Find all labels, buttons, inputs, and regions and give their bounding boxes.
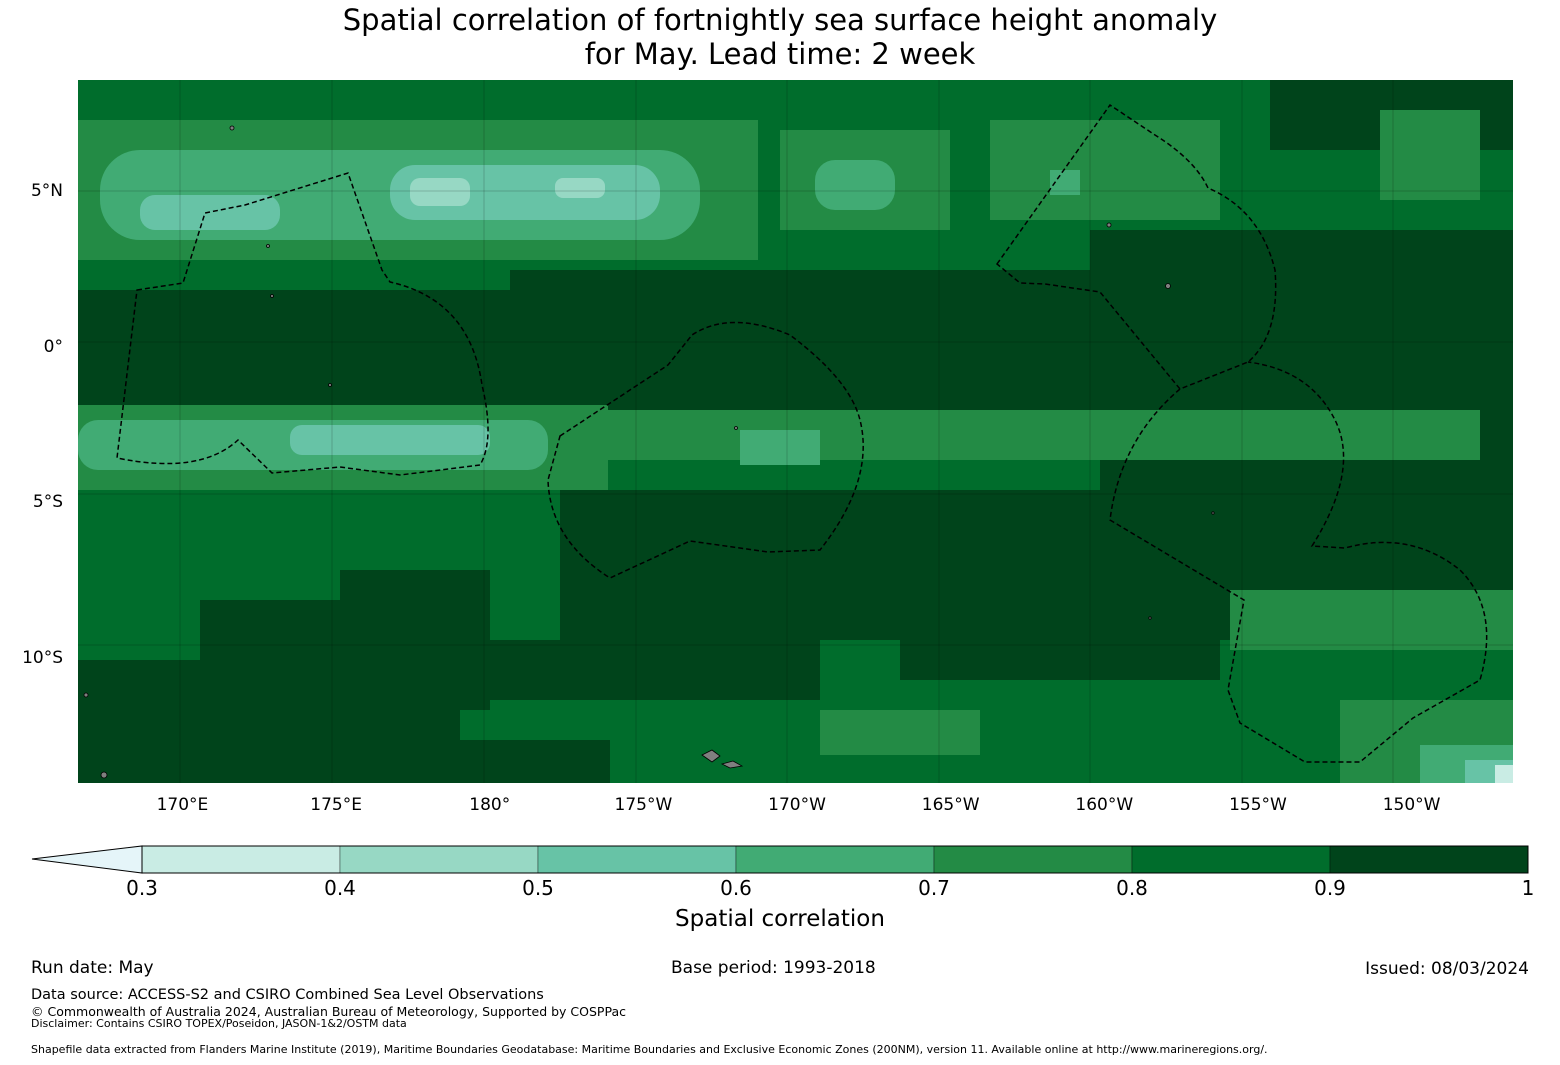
patch-south-west-0.5: [290, 425, 490, 455]
y-tick-label: 0°: [43, 336, 63, 357]
shapefile-credit: Shapefile data extracted from Flanders M…: [31, 1043, 1268, 1056]
dark-patch-south: [340, 570, 490, 710]
island-nw-1: [229, 125, 235, 131]
map-title-line-2: for May. Lead time: 2 week: [584, 37, 976, 71]
colorbar-label: Spatial correlation: [675, 906, 885, 932]
colorbar-bins: [141, 845, 1529, 874]
light-patch-southeast: [1230, 590, 1513, 650]
x-tick-label: 155°W: [1229, 795, 1287, 815]
x-tick-label: 160°W: [1075, 795, 1134, 815]
island-se-2: [1148, 616, 1152, 620]
light-patch-northeast-corner: [1380, 110, 1480, 200]
island-ne-2: [1106, 222, 1112, 228]
colorbar-tick-label: 0.4: [324, 876, 356, 900]
eez-boundary-central: [547, 321, 864, 579]
disclaimer: Disclaimer: Contains CSIRO TOPEX/Poseido…: [31, 1017, 407, 1030]
y-tick-label: 10°S: [22, 647, 63, 668]
y-tick-label: 5°N: [30, 180, 63, 201]
y-tick-label: 5°S: [32, 492, 63, 513]
colorbar-bin: [339, 845, 539, 874]
colorbar-bin: [1329, 845, 1529, 874]
patch-north-central-0.6: [815, 160, 895, 210]
dark-patch-south-central: [490, 640, 820, 700]
x-tick-label: 175°E: [310, 795, 362, 815]
x-tick-label: 175°W: [614, 795, 673, 815]
island-ne-1: [1165, 283, 1171, 289]
patch-north-0.4-a: [410, 178, 470, 206]
graticule: [78, 80, 1513, 783]
eez-boundaries: [116, 103, 1488, 763]
island-se-1: [1211, 511, 1215, 515]
colorbar-bin: [141, 845, 341, 874]
map-field: [78, 80, 1513, 783]
colorbar-bin: [537, 845, 737, 874]
island-w-1: [328, 383, 332, 387]
x-tick-label: 180°: [469, 795, 511, 815]
dark-patch-south-east: [900, 620, 1220, 680]
dark-patch-bottom: [260, 740, 610, 783]
base-period: Base period: 1993-2018: [671, 958, 876, 978]
dark-patch-far-southwest: [78, 660, 278, 783]
island-sw-2: [83, 692, 89, 698]
map-title-line-1: Spatial correlation of fortnightly sea s…: [342, 3, 1218, 37]
run-date: Run date: May: [31, 958, 154, 978]
island-c-1: [734, 426, 738, 430]
x-tick-label: 165°W: [921, 795, 980, 815]
colorbar-extend-min: [31, 845, 143, 874]
colorbar-frame: [141, 845, 1529, 874]
island-sw-1: [100, 771, 108, 779]
light-patch-north-east: [990, 120, 1220, 220]
issued-date: Issued: 08/03/2024: [1365, 959, 1529, 979]
x-tick-label: 150°W: [1382, 795, 1441, 815]
island-samoa-1: [701, 749, 721, 763]
colorbar-bin: [1131, 845, 1331, 874]
colorbar: [31, 845, 1529, 874]
dark-band-east: [1090, 230, 1513, 440]
eez-boundary-west: [116, 172, 489, 476]
patch-north-0.4-b: [555, 178, 605, 198]
island-samoa-2: [720, 760, 744, 769]
colorbar-tick-label: 0.9: [1314, 876, 1346, 900]
colorbar-tick-label: 0.8: [1116, 876, 1148, 900]
light-patch-bottom-central: [820, 710, 980, 755]
island-nw-2: [266, 244, 270, 248]
colorbar-bin: [735, 845, 935, 874]
dark-band-southeast: [1100, 440, 1513, 610]
x-tick-label: 170°W: [768, 795, 826, 815]
colorbar-tick-label: 0.3: [126, 876, 158, 900]
dark-band-west: [78, 290, 528, 405]
colorbar-tick-label: 0.6: [720, 876, 752, 900]
island-nw-3: [270, 294, 274, 298]
islands: [83, 125, 1215, 779]
colorbar-tick-label: 0.5: [522, 876, 554, 900]
copyright: © Commonwealth of Australia 2024, Austra…: [31, 1004, 626, 1019]
patch-south-central-0.6: [740, 430, 820, 465]
eez-boundary-north-east: [995, 103, 1277, 390]
x-tick-label: 170°E: [156, 795, 209, 815]
data-source: Data source: ACCESS-S2 and CSIRO Combine…: [31, 987, 544, 1003]
colorbar-tick-label: 0.7: [918, 876, 950, 900]
patch-bottom-east-0.3: [1495, 765, 1513, 783]
eez-boundary-south-east: [1109, 361, 1488, 763]
colorbar-bin: [933, 845, 1133, 874]
colorbar-tick-label: 1: [1521, 876, 1535, 900]
